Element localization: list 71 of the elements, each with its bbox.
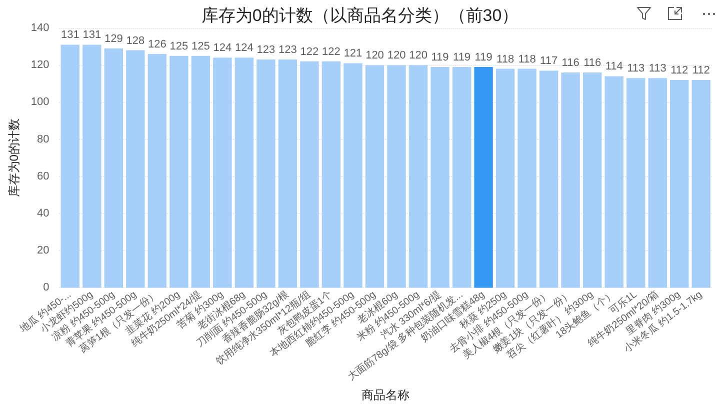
data-label: 113	[627, 62, 645, 75]
bar	[539, 70, 558, 288]
data-label: 126	[148, 38, 166, 50]
data-label: 118	[518, 53, 536, 66]
bar	[430, 66, 450, 288]
data-label: 114	[605, 60, 623, 73]
data-label: 123	[278, 44, 297, 56]
data-label: 128	[126, 34, 145, 47]
y-tick-label: 80	[37, 133, 50, 146]
data-label: 120	[387, 50, 406, 62]
y-tick-label: 120	[30, 59, 50, 72]
data-label: 125	[192, 40, 210, 52]
y-axis-title: 库存为0的计数	[7, 118, 21, 198]
data-label: 122	[322, 46, 340, 58]
bar	[213, 58, 232, 288]
data-label: 125	[170, 40, 188, 52]
bar	[582, 72, 602, 288]
data-label: 124	[235, 42, 254, 54]
bar	[561, 72, 580, 288]
data-label: 112	[670, 64, 688, 76]
data-label: 119	[453, 51, 471, 64]
bar	[234, 58, 254, 288]
bar	[518, 68, 536, 288]
y-tick-label: 40	[37, 208, 50, 220]
bar	[496, 68, 515, 288]
data-label: 123	[256, 44, 276, 56]
data-label: 118	[496, 53, 514, 66]
data-label: 119	[474, 51, 492, 64]
data-label: 113	[648, 62, 666, 75]
x-axis-title: 商品名称	[362, 388, 410, 402]
data-label: 119	[431, 51, 449, 64]
bar	[256, 60, 276, 288]
bar	[191, 56, 210, 288]
data-label: 120	[409, 50, 428, 62]
bar	[365, 65, 384, 288]
data-label: 122	[300, 46, 319, 58]
bar	[104, 48, 124, 288]
y-tick-label: 0	[43, 282, 50, 294]
chart-title: 库存为0的计数（以商品名分类）（前30）	[201, 6, 519, 25]
bar	[344, 63, 362, 288]
y-tick-label: 20	[37, 244, 50, 257]
bar	[126, 50, 145, 288]
bar	[452, 66, 472, 288]
bar	[474, 66, 493, 288]
bar	[408, 65, 428, 288]
bar	[300, 61, 319, 288]
data-label: 129	[104, 32, 123, 45]
data-label: 121	[344, 48, 362, 60]
bar	[278, 60, 298, 288]
bar	[170, 56, 188, 288]
bar	[692, 80, 710, 288]
data-label: 116	[562, 57, 580, 70]
bar	[670, 80, 689, 288]
bar	[60, 44, 80, 288]
data-label: 124	[213, 42, 232, 54]
bar	[82, 44, 102, 288]
data-label: 112	[692, 64, 710, 76]
data-label: 120	[366, 50, 384, 62]
bar	[648, 78, 667, 288]
bar	[387, 65, 406, 288]
y-tick-label: 140	[30, 22, 50, 34]
bar	[604, 76, 624, 288]
y-tick-label: 60	[37, 170, 50, 182]
data-label: 131	[60, 29, 80, 42]
data-label: 116	[584, 57, 602, 70]
data-label: 117	[540, 55, 558, 68]
data-label: 131	[82, 29, 102, 42]
bar	[626, 78, 646, 288]
bar	[148, 54, 167, 288]
bar	[322, 61, 341, 288]
y-tick-label: 100	[30, 96, 50, 108]
